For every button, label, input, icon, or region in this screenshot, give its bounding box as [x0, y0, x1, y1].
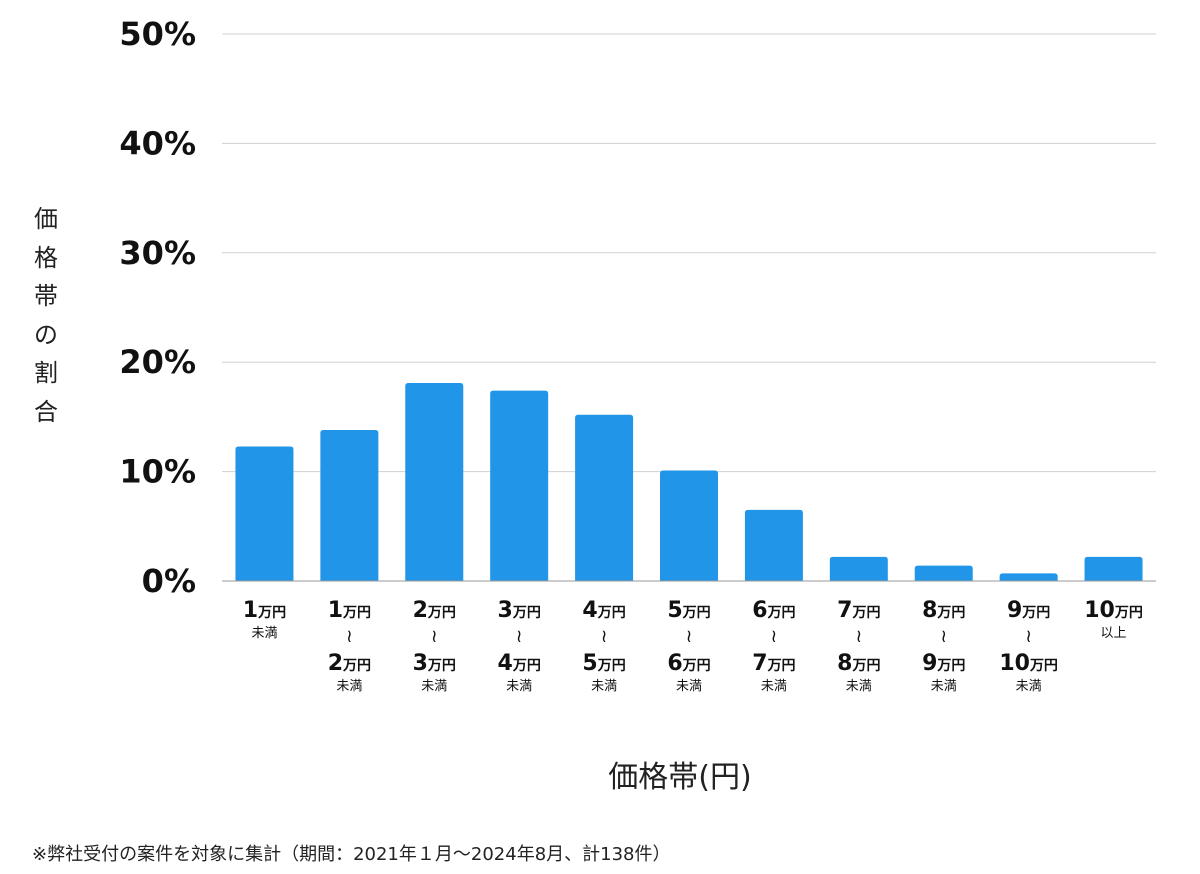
- range-tilde: ≀: [771, 626, 778, 647]
- range-tilde: ≀: [431, 626, 438, 647]
- y-tick-label: 20%: [119, 343, 196, 381]
- x-tick-suffix: 未満: [506, 679, 532, 694]
- range-tilde: ≀: [601, 626, 608, 647]
- bar: [235, 446, 294, 581]
- range-tilde: ≀: [940, 626, 947, 647]
- x-tick-value: 8万円: [837, 651, 880, 676]
- x-tick-value: 9万円: [1007, 598, 1050, 623]
- bar: [914, 565, 973, 581]
- range-tilde: ≀: [516, 626, 523, 647]
- x-tick-suffix: 未満: [591, 679, 617, 694]
- x-tick-value: 6万円: [667, 651, 710, 676]
- y-axis-ticks: 0% 10% 20% 30% 40% 50%: [119, 15, 196, 600]
- bar: [1084, 556, 1143, 581]
- x-tick-value: 9万円: [922, 651, 965, 676]
- bar: [490, 390, 549, 581]
- bar: [405, 382, 464, 581]
- grid-lines: [222, 33, 1156, 473]
- y-tick-label: 50%: [119, 15, 196, 53]
- bar: [829, 556, 888, 581]
- x-tick-value: 1万円: [328, 598, 371, 623]
- x-tick-suffix: 未満: [1016, 679, 1042, 694]
- x-tick-value: 1万円: [243, 598, 286, 623]
- x-tick-value: 6万円: [752, 598, 795, 623]
- x-tick-value: 7万円: [752, 651, 795, 676]
- x-tick-value: 5万円: [582, 651, 625, 676]
- x-tick-value: 3万円: [498, 598, 541, 623]
- y-axis-label-char: 帯: [34, 282, 58, 310]
- y-axis-label-char: 格: [34, 243, 58, 272]
- x-tick-value: 5万円: [667, 598, 710, 623]
- y-axis-label-char: 価: [34, 205, 58, 233]
- range-tilde: ≀: [1025, 626, 1032, 647]
- x-tick-value: 2万円: [328, 651, 371, 676]
- footnote: ※弊社受付の案件を対象に集計（期間：2021年１月〜2024年8月、計138件）: [32, 844, 671, 865]
- x-tick-suffix: 未満: [761, 679, 787, 694]
- y-tick-label: 30%: [119, 234, 196, 272]
- bar: [744, 509, 803, 581]
- x-tick-suffix: 未満: [421, 679, 447, 694]
- x-tick-value: 8万円: [922, 598, 965, 623]
- x-tick-value: 4万円: [582, 598, 625, 623]
- bar: [660, 470, 718, 581]
- x-tick-suffix: 未満: [336, 679, 362, 694]
- x-tick-value: 10万円: [1084, 598, 1143, 623]
- x-tick-suffix: 未満: [931, 679, 957, 694]
- x-tick-suffix: 未満: [251, 626, 277, 641]
- x-tick-value: 4万円: [498, 651, 541, 676]
- y-axis-label-char: 割: [34, 359, 58, 387]
- x-tick-value: 10万円: [999, 651, 1058, 676]
- x-tick-value: 7万円: [837, 598, 880, 623]
- x-tick-value: 2万円: [413, 598, 456, 623]
- x-axis-ticks: 1万円未満1万円≀2万円未満2万円≀3万円未満3万円≀4万円未満4万円≀5万円未…: [243, 598, 1143, 694]
- y-axis-label-char: の: [34, 320, 58, 349]
- range-tilde: ≀: [686, 626, 693, 647]
- range-tilde: ≀: [855, 626, 862, 647]
- x-tick-suffix: 以上: [1101, 626, 1127, 641]
- x-tick-suffix: 未満: [676, 679, 702, 694]
- bar: [320, 430, 379, 581]
- y-axis-label: 価格帯の割合: [28, 200, 64, 431]
- y-axis-label-char: 合: [34, 397, 58, 426]
- x-axis-label: 価格帯(円): [608, 760, 752, 795]
- y-tick-label: 40%: [119, 124, 196, 162]
- bars: [235, 382, 1143, 581]
- x-tick-value: 3万円: [413, 651, 456, 676]
- bar: [575, 414, 634, 581]
- y-tick-label: 0%: [142, 562, 196, 600]
- x-tick-suffix: 未満: [846, 679, 872, 694]
- y-tick-label: 10%: [119, 453, 196, 491]
- bar: [999, 573, 1058, 581]
- range-tilde: ≀: [346, 626, 353, 647]
